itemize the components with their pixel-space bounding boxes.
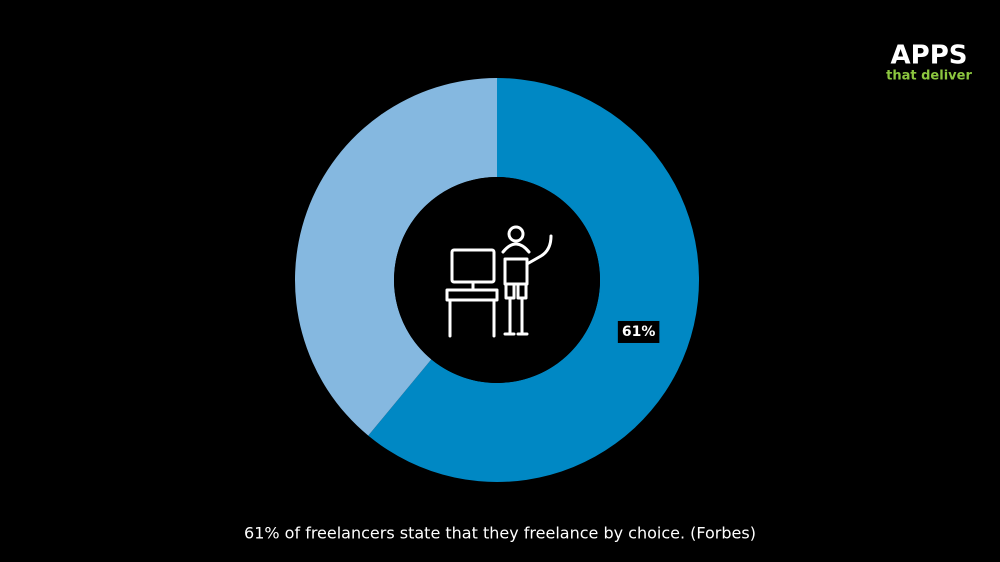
slice bbox=[368, 78, 700, 483]
desk-icon bbox=[445, 225, 553, 338]
logo-subtitle: that deliver bbox=[886, 69, 972, 84]
donut-hole bbox=[394, 177, 600, 383]
value-label: 61% bbox=[622, 324, 656, 340]
caption: 61% of freelancers state that they freel… bbox=[244, 524, 756, 543]
slice bbox=[295, 78, 497, 436]
slices bbox=[295, 78, 700, 483]
value-label-box bbox=[617, 320, 660, 343]
logo-title: APPS bbox=[891, 41, 968, 71]
